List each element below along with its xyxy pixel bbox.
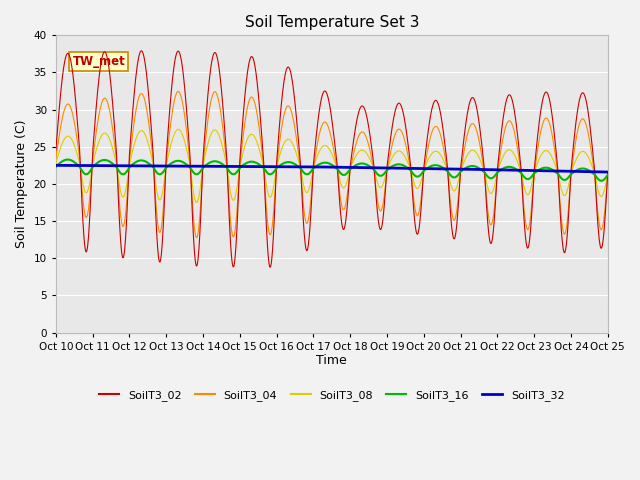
Text: TW_met: TW_met <box>72 55 125 68</box>
X-axis label: Time: Time <box>316 354 347 367</box>
Title: Soil Temperature Set 3: Soil Temperature Set 3 <box>244 15 419 30</box>
Y-axis label: Soil Temperature (C): Soil Temperature (C) <box>15 120 28 248</box>
Legend: SoilT3_02, SoilT3_04, SoilT3_08, SoilT3_16, SoilT3_32: SoilT3_02, SoilT3_04, SoilT3_08, SoilT3_… <box>95 385 569 406</box>
